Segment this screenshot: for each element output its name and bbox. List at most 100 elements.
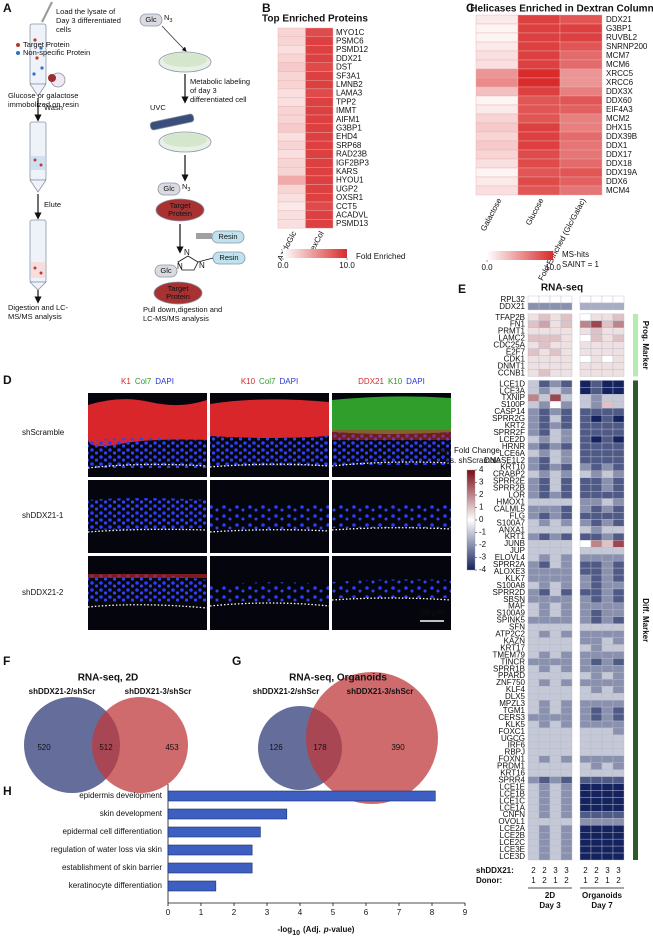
heatmap-cell [612, 693, 625, 701]
heatmap-cell [579, 616, 592, 624]
heatmap-cell [601, 421, 614, 430]
heatmap-cell [549, 421, 562, 430]
heatmap-cell [527, 348, 540, 356]
heatmap-cell [612, 630, 625, 638]
heatmap-cell [549, 498, 562, 506]
heatmap-cell [612, 567, 625, 576]
heatmap-cell [527, 415, 540, 423]
heatmap-cell [560, 637, 573, 645]
heatmap-cell [560, 491, 573, 499]
heatmap-cell [538, 797, 551, 805]
colorbar [466, 469, 476, 571]
heatmap-cell [579, 783, 592, 791]
heatmap-cell [560, 755, 573, 763]
heatmap-cell [549, 387, 562, 395]
heatmap-cell [579, 484, 592, 492]
heatmap-cell [560, 679, 573, 687]
heatmap-cell [601, 341, 614, 349]
heatmap-cell [601, 449, 614, 458]
row-label: SFN [509, 623, 525, 632]
heatmap-cell [560, 797, 573, 805]
heatmap-cell [612, 672, 625, 680]
heatmap-cell [590, 526, 603, 534]
heatmap-cell [549, 519, 562, 527]
heatmap-cell [560, 769, 573, 777]
heatmap-cell [527, 699, 540, 708]
sample-day: Day 3 [539, 901, 561, 910]
x-tick-label: 3 [265, 908, 270, 917]
heatmap-cell [549, 686, 562, 694]
heatmap-cell [612, 616, 625, 624]
panel-letter: A [3, 1, 12, 15]
row-label: E2F7 [506, 348, 526, 357]
heatmap-cell [612, 334, 625, 342]
heatmap-cell [601, 327, 614, 335]
row-label: TXNIP [501, 393, 525, 402]
row-label: S100A7 [497, 518, 526, 527]
heatmap-cell [560, 727, 573, 736]
sample-id: 3 [553, 866, 558, 875]
heatmap-cell [601, 693, 614, 701]
heatmap-cell [538, 519, 551, 527]
heatmap-cell [305, 166, 334, 177]
chart-title: Top Enriched Proteins [262, 14, 368, 25]
heatmap-cell [277, 71, 306, 81]
set-count: 453 [165, 743, 179, 752]
heatmap-cell [579, 512, 592, 520]
step-text: immobolized on resin [8, 100, 79, 109]
colorbar-label: 10.0 [339, 261, 355, 270]
heatmap-cell [612, 699, 625, 708]
heatmap-cell [560, 574, 573, 583]
step-text: Pull down,digestion and [143, 305, 222, 314]
set-count: 178 [313, 743, 327, 752]
heatmap-cell [579, 651, 592, 659]
heatmap-cell [538, 313, 551, 322]
stain-name: K10 [388, 377, 403, 386]
heatmap-cell [560, 651, 573, 659]
set-count: 390 [391, 743, 405, 752]
heatmap-cell [601, 699, 614, 708]
heatmap-cell [560, 838, 573, 847]
heatmap-cell [527, 637, 540, 645]
heatmap-cell [549, 672, 562, 680]
heatmap-cell [612, 825, 625, 833]
set-label: shDDX21-2/shScr [253, 687, 320, 696]
heatmap-cell [475, 14, 519, 25]
row-label: LCE3D [499, 852, 525, 861]
row-label: SPINK5 [497, 616, 526, 625]
colorbar-title: Fold Enriched [356, 252, 405, 261]
colorbar-note: SAINT = 1 [562, 260, 600, 269]
heatmap-cell [527, 832, 540, 840]
heatmap-cell [527, 491, 540, 499]
heatmap-cell [517, 86, 561, 97]
x-tick-label: 9 [463, 908, 468, 917]
heatmap-cell [549, 348, 562, 356]
heatmap-cell [549, 699, 562, 708]
heatmap-cell [601, 320, 614, 329]
heatmap-cell [549, 623, 562, 631]
heatmap-cell [549, 484, 562, 492]
heatmap-cell [517, 68, 561, 79]
heatmap-cell [527, 783, 540, 791]
heatmap-cell [612, 790, 625, 798]
heatmap-cell [601, 609, 614, 617]
row-label: G3BP1 [606, 24, 632, 33]
heatmap-cell [527, 616, 540, 624]
stain-name: K10 [241, 377, 256, 386]
heatmap-cell [601, 706, 614, 715]
row-label: KRT10 [500, 463, 525, 472]
heatmap-cell [560, 693, 573, 701]
stain-name: Col7 [135, 377, 152, 386]
heatmap-cell [612, 519, 625, 527]
heatmap-cell [601, 769, 614, 777]
row-label: DDX18 [606, 159, 632, 168]
heatmap-cell [527, 630, 540, 638]
heatmap-cell [560, 818, 573, 826]
resin: Resin [218, 232, 237, 241]
heatmap-cell [560, 435, 573, 444]
stain-name: Col7 [259, 377, 276, 386]
heatmap-cell [517, 131, 561, 142]
heatmap-cell [538, 818, 551, 826]
heatmap-cell [590, 581, 603, 590]
heatmap-cell [560, 421, 573, 430]
